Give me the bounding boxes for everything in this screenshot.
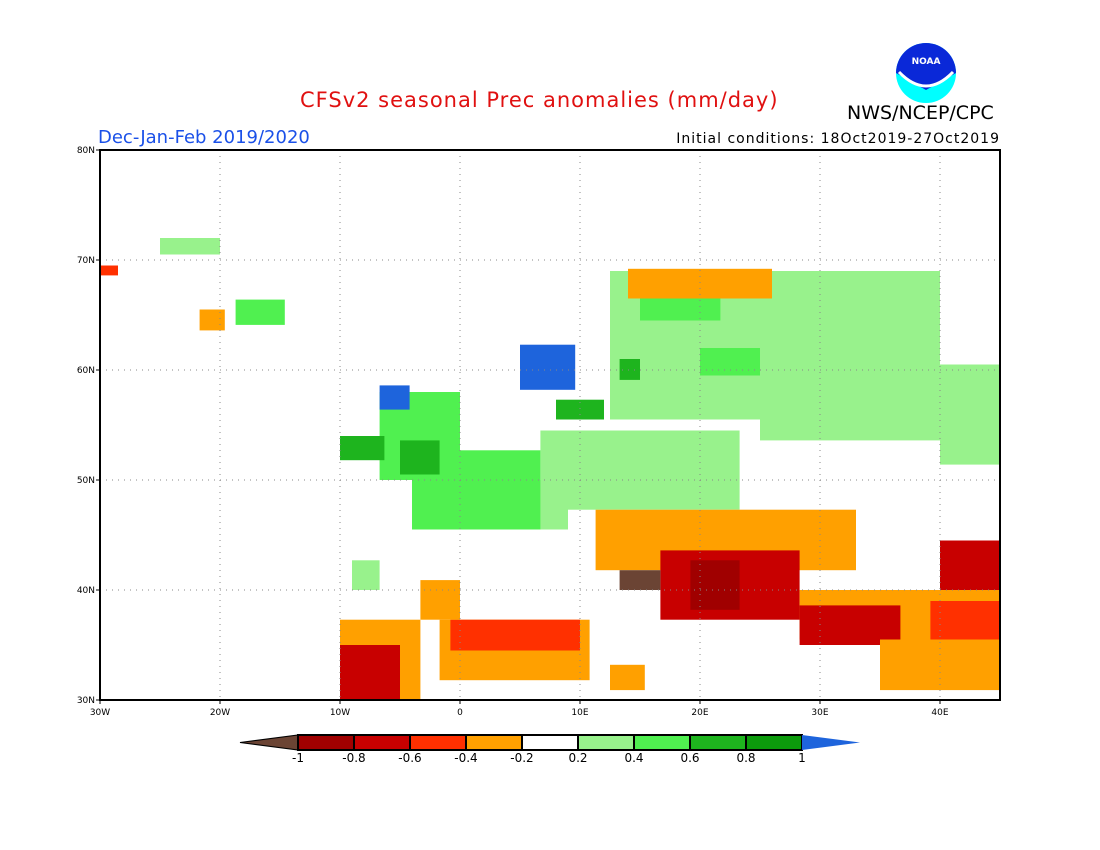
lon-tick-label: 40E bbox=[931, 708, 948, 718]
colorbar-segment bbox=[633, 734, 691, 751]
colorbar-segment bbox=[689, 734, 747, 751]
colorbar-segment bbox=[409, 734, 467, 751]
chart-title: CFSv2 seasonal Prec anomalies (mm/day) bbox=[300, 88, 779, 112]
anomaly-cell bbox=[760, 271, 940, 441]
colorbar-label: -1 bbox=[292, 751, 304, 765]
colorbar-label: -0.2 bbox=[510, 751, 533, 765]
colorbar-segment bbox=[521, 734, 579, 751]
colorbar-segment bbox=[297, 734, 355, 751]
anomaly-cell bbox=[450, 619, 580, 651]
lat-tick-label: 80N bbox=[77, 146, 95, 156]
colorbar-segment bbox=[745, 734, 803, 751]
anomaly-cell bbox=[199, 309, 225, 331]
lat-tick-label: 70N bbox=[77, 256, 95, 266]
lat-tick-label: 50N bbox=[77, 476, 95, 486]
colorbar-segment bbox=[577, 734, 635, 751]
anomaly-cell bbox=[940, 540, 1000, 590]
colorbar-segment bbox=[465, 734, 523, 751]
anomaly-cell bbox=[352, 560, 380, 590]
anomaly-cell bbox=[540, 430, 740, 510]
anomaly-cell bbox=[619, 359, 640, 380]
lon-tick-label: 30E bbox=[811, 708, 828, 718]
anomaly-cell bbox=[100, 265, 118, 276]
anomaly-cell bbox=[340, 436, 385, 461]
anomaly-cell bbox=[340, 645, 400, 700]
anomaly-patches bbox=[100, 238, 1000, 700]
colorbar-segment bbox=[353, 734, 411, 751]
lat-tick-label: 30N bbox=[77, 696, 95, 706]
lon-tick-label: 20W bbox=[210, 708, 230, 718]
anomaly-cell bbox=[235, 299, 285, 325]
colorbar-label: 0.8 bbox=[736, 751, 755, 765]
organization-label: NWS/NCEP/CPC bbox=[847, 102, 994, 124]
anomaly-cell bbox=[610, 664, 645, 691]
colorbar-label: -0.8 bbox=[342, 751, 365, 765]
lon-tick-label: 30W bbox=[90, 708, 110, 718]
anomaly-cell bbox=[379, 385, 410, 410]
colorbar-label: 0.2 bbox=[568, 751, 587, 765]
anomaly-cell bbox=[700, 348, 760, 376]
anomaly-cell bbox=[619, 570, 661, 590]
initial-conditions: Initial conditions: 18Oct2019-27Oct2019 bbox=[676, 131, 1000, 147]
anomaly-cell bbox=[420, 580, 460, 620]
lon-tick-label: 10W bbox=[330, 708, 350, 718]
lat-tick-label: 60N bbox=[77, 366, 95, 376]
svg-text:NOAA: NOAA bbox=[912, 57, 941, 67]
colorbar-high-arrow bbox=[802, 735, 860, 750]
colorbar-label: 0.4 bbox=[624, 751, 643, 765]
lon-tick-label: 10E bbox=[571, 708, 588, 718]
season-label: Dec-Jan-Feb 2019/2020 bbox=[98, 127, 310, 148]
colorbar-label: 1 bbox=[798, 751, 806, 765]
noaa-logo: NOAA bbox=[896, 43, 956, 103]
axis-labels: 80N 70N 60N 50N 40N 30N 30W 20W 10W 0 10E 20E 30E 40E bbox=[77, 146, 949, 718]
graticule bbox=[100, 150, 1000, 700]
colorbar-label: 0.6 bbox=[680, 751, 699, 765]
colorbar-low-arrow bbox=[239, 734, 299, 751]
anomaly-cell bbox=[160, 238, 220, 255]
colorbar-label: -0.4 bbox=[454, 751, 477, 765]
colorbar-label: -0.6 bbox=[398, 751, 421, 765]
colorbar: -1 -0.8 -0.6 -0.4 -0.2 0.2 0.4 0.6 0.8 1 bbox=[239, 734, 860, 765]
lat-tick-label: 40N bbox=[77, 586, 95, 596]
anomaly-cell bbox=[940, 364, 1000, 465]
map-frame bbox=[99, 149, 1001, 701]
anomaly-cell bbox=[520, 344, 576, 390]
anomaly-cell bbox=[400, 440, 440, 475]
anomaly-cell bbox=[690, 560, 740, 610]
anomaly-cell bbox=[628, 268, 772, 299]
anomaly-cell bbox=[799, 605, 901, 645]
lon-tick-label: 0 bbox=[457, 708, 463, 718]
anomaly-cell bbox=[556, 399, 604, 420]
anomaly-cell bbox=[930, 601, 1000, 640]
lon-tick-label: 20E bbox=[691, 708, 708, 718]
anomaly-cell bbox=[880, 639, 1000, 691]
